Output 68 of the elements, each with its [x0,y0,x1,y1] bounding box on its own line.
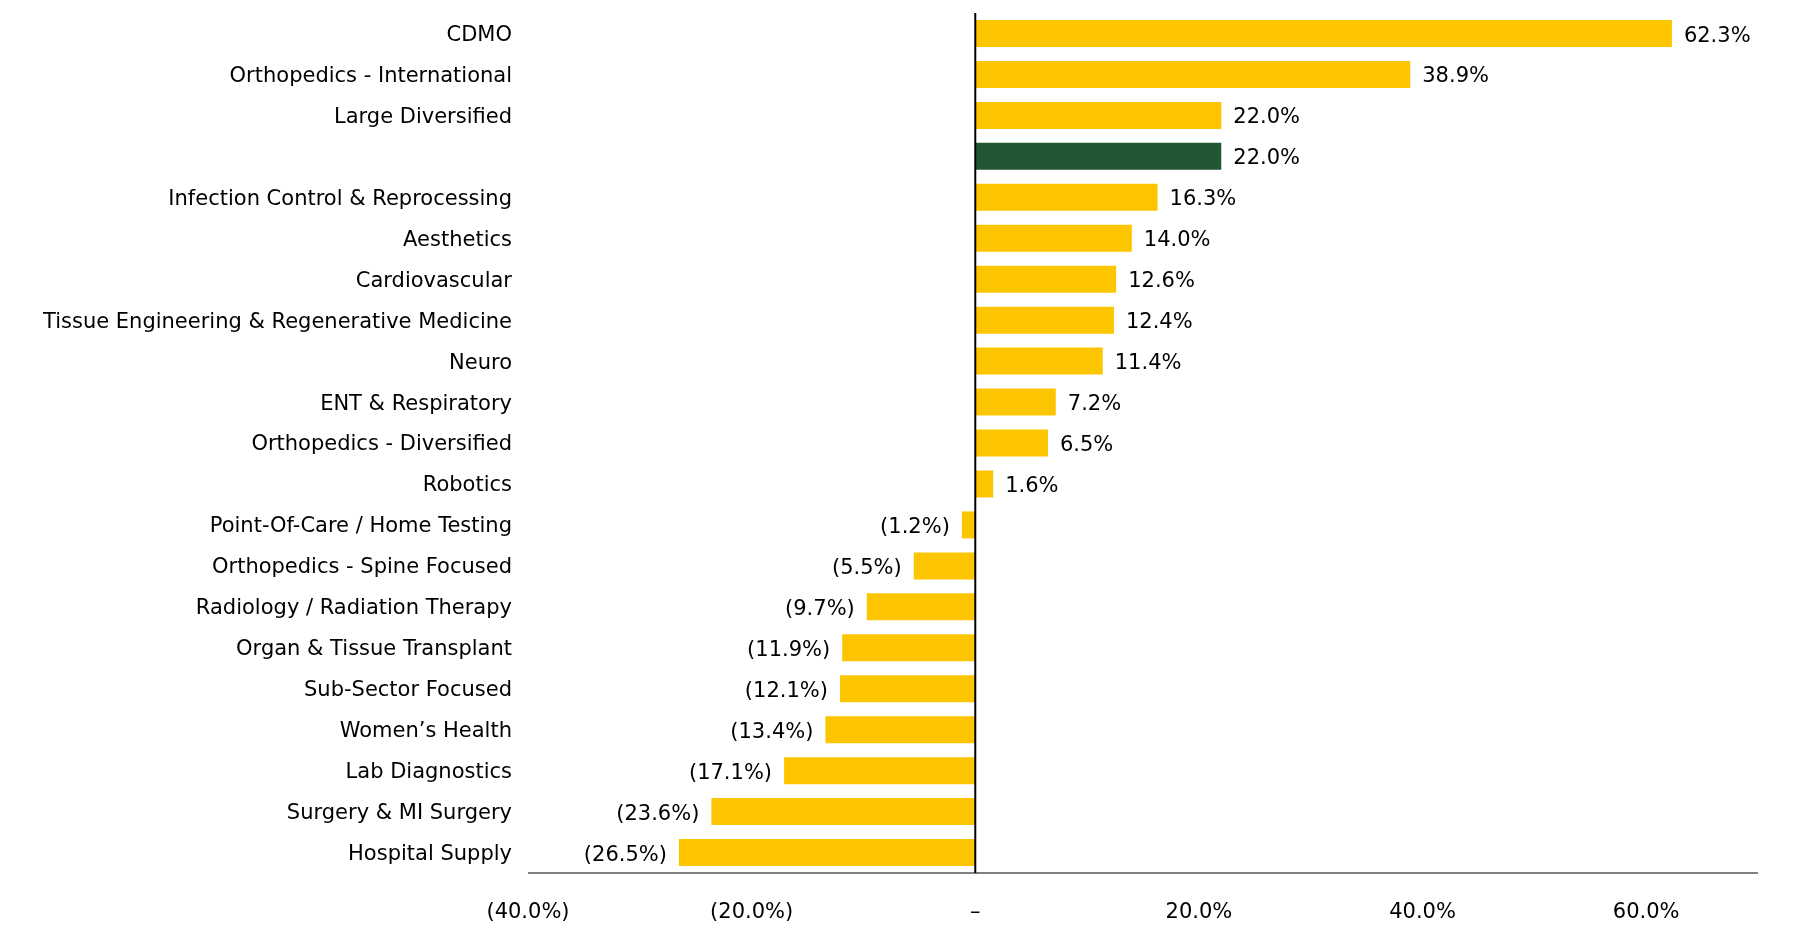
data-label: (11.9%) [747,636,831,661]
data-label: (1.2%) [880,513,950,538]
bar [975,20,1672,47]
bar [975,306,1114,334]
y-tick-label: Neuro [449,349,512,374]
y-tick-label: Women’s Health [339,718,512,743]
data-label: (17.1%) [688,759,773,784]
data-label: 14.0% [1143,227,1211,252]
data-label: (13.4%) [730,718,814,743]
data-label: 12.4% [1125,309,1193,334]
data-label: (9.7%) [785,595,855,620]
y-tick-label: Tissue Engineering & Regenerative Medicine [42,308,512,333]
bar [784,757,976,785]
data-label: (23.6%) [616,800,700,825]
bar [975,388,1056,416]
x-tick-label: (20.0%) [710,898,794,923]
bar [825,716,976,744]
bar [975,60,1411,88]
y-tick-label: Robotics [422,472,512,497]
bar [975,347,1103,375]
data-label: (5.5%) [832,554,902,579]
y-tick-label: Aesthetics [403,226,512,251]
bar [975,183,1158,211]
data-label: 11.4% [1114,350,1182,375]
bar [975,224,1132,252]
y-tick-label: Cardiovascular [355,267,513,292]
data-label: 6.5% [1059,432,1114,457]
y-tick-label: CDMO [446,21,512,46]
y-tick-label: Orthopedics - International [229,62,512,87]
bar [839,675,976,703]
y-tick-label: Infection Control & Reprocessing [168,185,512,210]
bar [975,429,1048,457]
y-tick-label: ENT & Respiratory [320,390,512,415]
data-label: 22.0% [1233,104,1300,129]
bar [975,265,1117,293]
y-tick-label: Organ & Tissue Transplant [236,636,512,661]
bar [975,101,1222,129]
bar [975,470,994,498]
bar [975,142,1222,170]
data-label: 62.3% [1683,22,1751,47]
x-tick-label: 40.0% [1389,898,1456,923]
x-tick-label: – [970,898,981,923]
y-tick-label: Sub-Sector Focused [304,677,512,702]
data-label: (26.5%) [583,841,667,866]
y-tick-label: Surgery & MI Surgery [286,800,512,825]
y-tick-label: Large Diversified [334,103,512,128]
data-label: 7.2% [1067,391,1122,416]
y-tick-label: Radiology / Radiation Therapy [195,595,512,620]
bar [866,593,976,621]
y-tick-label: Point-Of-Care / Home Testing [209,513,512,538]
x-tick-label: 60.0% [1612,898,1680,923]
data-label: 38.9% [1422,63,1489,88]
data-label: (12.1%) [744,677,828,702]
bar [961,511,976,539]
y-tick-label: Orthopedics - Diversified [251,431,512,456]
x-tick-label: 20.0% [1165,898,1233,923]
y-tick-label: Lab Diagnostics [345,759,512,784]
y-tick-label: Orthopedics - Spine Focused [211,554,512,579]
bar [842,634,976,662]
bar [913,552,976,580]
data-label: 1.6% [1005,472,1059,497]
y-tick-label: Hospital Supply [348,840,512,865]
data-label: 16.3% [1169,186,1237,211]
data-label: 12.6% [1128,268,1195,293]
data-label: 22.0% [1233,145,1300,170]
bar [711,798,976,826]
bar [678,839,976,867]
x-tick-label: (40.0%) [486,898,570,923]
